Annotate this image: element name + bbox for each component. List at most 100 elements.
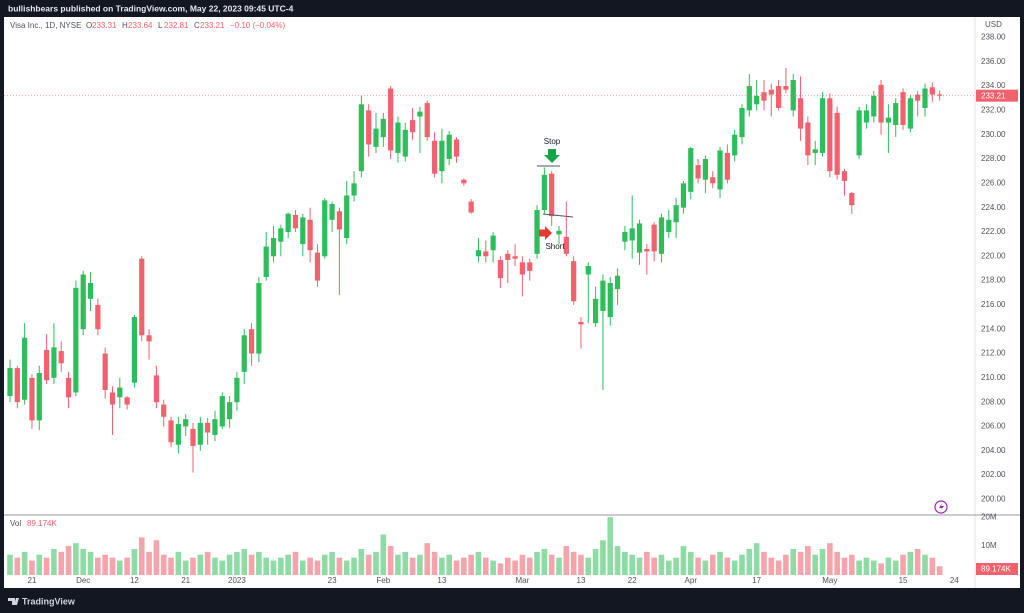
candle-body xyxy=(863,110,870,123)
candle-body xyxy=(388,88,394,151)
y-tick-label: 236.00 xyxy=(981,57,1006,66)
volume-bar xyxy=(65,546,72,575)
ohlc-key: L xyxy=(158,21,163,30)
candle-body xyxy=(475,250,482,257)
y-tick-label: 224.00 xyxy=(981,203,1006,212)
candle-body xyxy=(695,165,701,179)
candle-body xyxy=(168,420,174,443)
volume-bar xyxy=(914,548,921,575)
icon-bolt[interactable] xyxy=(939,503,944,511)
candle-body xyxy=(439,140,445,172)
volume-bar xyxy=(556,557,562,575)
candle-body xyxy=(424,103,430,138)
volume-bar xyxy=(768,557,775,575)
candle-body xyxy=(329,204,335,220)
candle-body xyxy=(7,368,13,397)
volume-bar xyxy=(197,554,204,575)
y-tick-label: 214.00 xyxy=(981,324,1006,333)
volume-bar xyxy=(739,554,745,575)
x-tick-label: 24 xyxy=(950,576,959,585)
candle-body xyxy=(754,95,760,105)
candle-body xyxy=(131,317,138,383)
candle-body xyxy=(717,150,723,190)
volume-bar xyxy=(329,551,335,575)
legend: Visa Inc., 1D, NYSE O 233.31 H 233.64 L 232.8… xyxy=(10,21,285,30)
volume-bar xyxy=(600,540,606,575)
volume-bar xyxy=(607,517,614,575)
volume-bar xyxy=(387,546,394,575)
volume-bar xyxy=(314,560,321,575)
volume-bar xyxy=(87,551,94,575)
candle-body xyxy=(490,235,496,251)
volume-bar xyxy=(504,557,511,575)
volume-bar xyxy=(373,551,379,575)
candle-body xyxy=(402,129,408,157)
candle-body xyxy=(768,89,774,95)
volume-bar xyxy=(102,554,108,575)
x-tick-label: Mar xyxy=(516,576,530,585)
x-tick-label: 17 xyxy=(752,576,761,585)
candle-body xyxy=(51,347,57,378)
candle-body xyxy=(109,392,116,405)
candle-body xyxy=(688,148,694,192)
candle-body xyxy=(410,120,416,133)
candle-body xyxy=(344,195,350,239)
y-tick-label: 232.00 xyxy=(981,106,1006,115)
volume-bar xyxy=(439,557,445,575)
candle-body xyxy=(805,122,811,156)
candle-body xyxy=(680,183,687,208)
volume-last-tag: 89.174K xyxy=(976,563,1018,575)
volume-bar xyxy=(168,557,174,575)
volume-bar xyxy=(548,554,555,575)
volume-bar xyxy=(109,557,116,575)
lightning-icon[interactable] xyxy=(934,500,948,514)
volume-bar xyxy=(256,551,262,575)
volume-bar xyxy=(380,534,387,575)
candle-body xyxy=(871,95,877,117)
candle-body xyxy=(322,200,328,257)
volume-bar xyxy=(7,554,13,575)
currency: USD xyxy=(985,20,1002,29)
y-tick-label: 204.00 xyxy=(981,446,1006,455)
candle-body xyxy=(139,258,145,336)
x-tick-label: 21 xyxy=(28,576,37,585)
y-tick-label: 200.00 xyxy=(981,495,1006,504)
volume-bar xyxy=(534,551,540,575)
candle-body xyxy=(417,111,423,117)
volume-bar xyxy=(321,554,328,575)
volume-bar xyxy=(541,548,548,575)
volume-value: 89.174K xyxy=(27,519,57,528)
candle-body xyxy=(666,219,672,232)
candle-body xyxy=(227,402,233,420)
candle-body xyxy=(44,349,50,381)
volume-bar xyxy=(702,560,709,575)
candle-body xyxy=(549,173,555,217)
candle-body xyxy=(234,377,240,403)
candle-body xyxy=(285,213,291,232)
ohlc-value: 233.31 xyxy=(92,21,117,30)
short-arrow xyxy=(539,226,552,240)
volume-bar xyxy=(563,546,570,575)
volume-bar xyxy=(849,554,855,575)
candle-body xyxy=(702,159,708,180)
volume-bar xyxy=(241,548,248,575)
volume-bar xyxy=(402,551,409,575)
y-tick-label: 216.00 xyxy=(981,300,1006,309)
candle-body xyxy=(783,86,789,90)
candle-body xyxy=(922,88,928,108)
candle-body xyxy=(212,419,218,435)
volume-bar xyxy=(709,554,716,575)
icon-ring[interactable] xyxy=(934,500,948,514)
y-tick-label: 222.00 xyxy=(981,227,1006,236)
candle-body xyxy=(827,98,833,172)
volume-bar xyxy=(695,557,701,575)
volume-bar xyxy=(343,560,350,575)
volume-bar xyxy=(461,557,467,575)
x-tick-label: 13 xyxy=(577,576,586,585)
volume-bar xyxy=(95,557,101,575)
x-tick-label: 12 xyxy=(130,576,139,585)
volume-bar xyxy=(131,548,138,575)
candle-body xyxy=(29,377,35,421)
volume-bar xyxy=(358,548,365,575)
volume-bar xyxy=(614,546,621,575)
